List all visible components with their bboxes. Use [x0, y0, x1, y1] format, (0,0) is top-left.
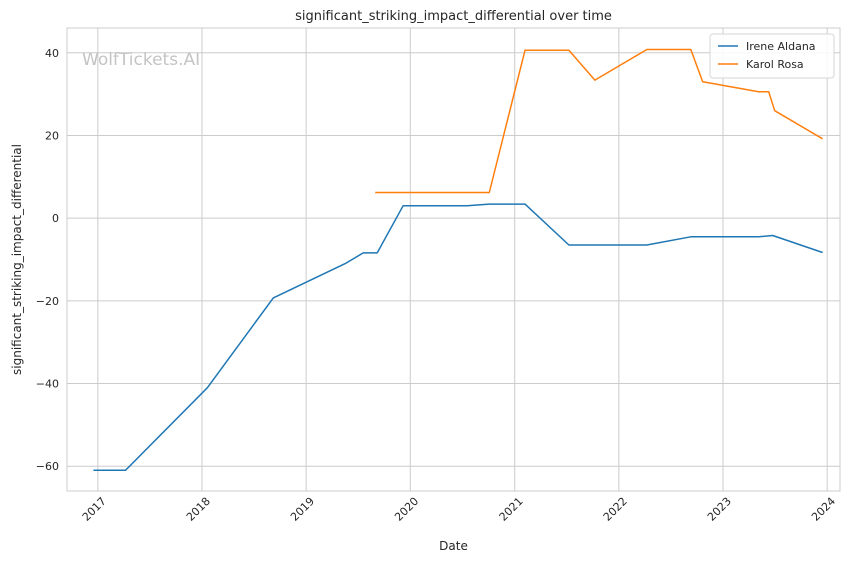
y-tick-label: −40 [36, 378, 59, 391]
y-axis-label: significant_striking_impact_differential [10, 144, 24, 375]
y-axis-ticks: 40 20 0 −20 −40 −60 [36, 47, 59, 473]
y-tick-label: −60 [36, 460, 59, 473]
y-tick-label: −20 [36, 295, 59, 308]
legend-label: Irene Aldana [746, 40, 816, 53]
watermark: WolfTickets.AI [82, 50, 200, 70]
legend-box [709, 33, 835, 79]
legend-label: Karol Rosa [746, 58, 804, 71]
y-tick-label: 0 [52, 212, 59, 225]
chart-title: significant_striking_impact_differential… [295, 9, 612, 24]
series-lines [93, 48, 823, 472]
series-line-irene-aldana [93, 203, 823, 472]
y-tick-label: 40 [45, 47, 59, 60]
x-axis-label: Date [439, 539, 468, 553]
series-line-karol-rosa [375, 48, 823, 194]
legend: Irene Aldana Karol Rosa [709, 33, 835, 79]
grid [67, 28, 840, 491]
plot-area [66, 27, 841, 492]
y-tick-label: 20 [45, 129, 59, 142]
